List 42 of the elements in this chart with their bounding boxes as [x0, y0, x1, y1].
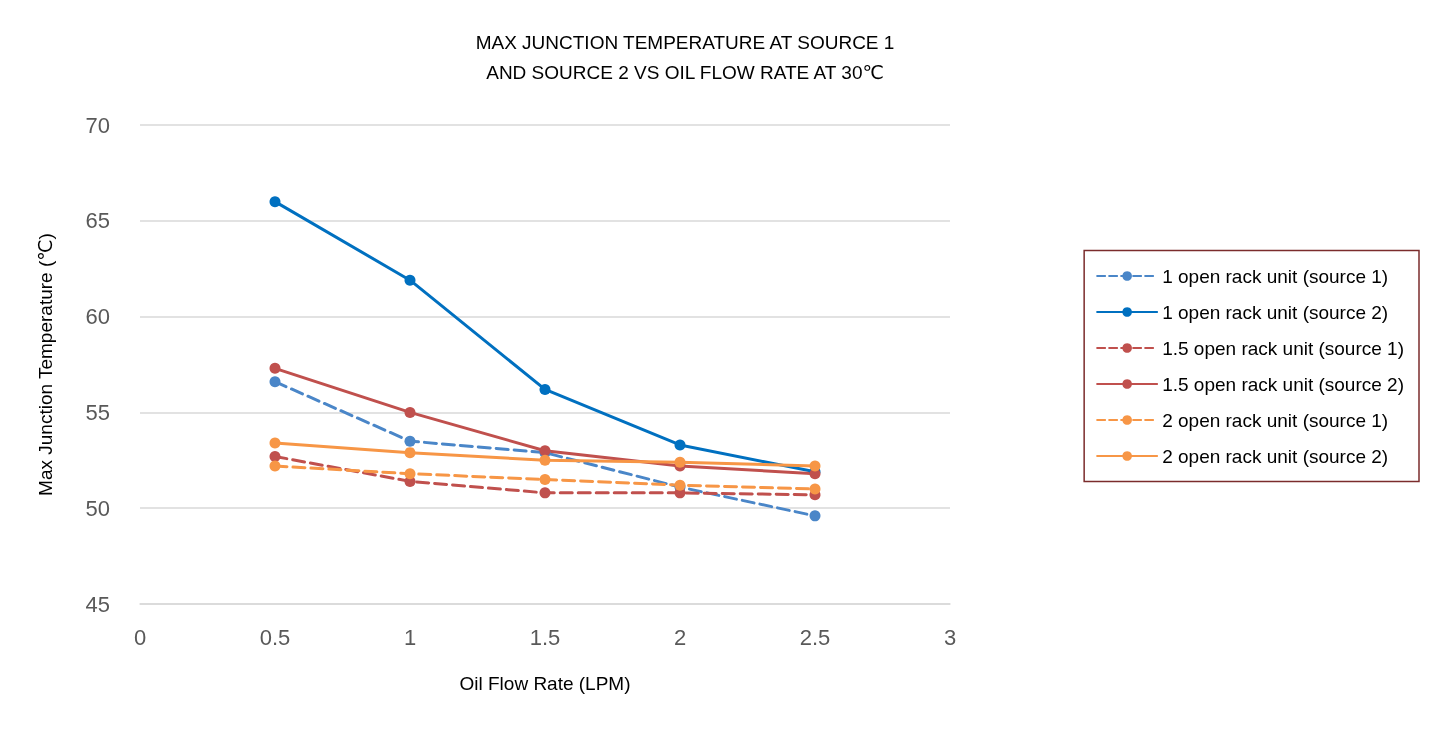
point — [269, 460, 281, 472]
point — [404, 447, 416, 459]
legend-label: 1.5 open rack unit (source 1) — [1162, 337, 1405, 359]
point — [539, 473, 551, 485]
y-tick-label: 70 — [85, 112, 110, 138]
y-tick-label: 50 — [85, 495, 110, 521]
point — [539, 383, 551, 395]
point — [809, 460, 821, 472]
x-tick-label: 3 — [943, 624, 957, 650]
y-axis-title: Max Junction Temperature (℃) — [35, 233, 56, 496]
point — [404, 274, 416, 286]
y-tick-label: 45 — [85, 591, 110, 617]
point — [404, 406, 416, 418]
point — [809, 483, 821, 495]
legend-label: 2 open rack unit (source 1) — [1162, 409, 1389, 431]
point — [809, 510, 821, 522]
y-tick-label: 60 — [85, 304, 110, 330]
point — [539, 454, 551, 466]
point — [674, 456, 686, 468]
legend-label: 1 open rack unit (source 2) — [1162, 301, 1389, 323]
legend-label: 1.5 open rack unit (source 2) — [1162, 373, 1405, 395]
point — [269, 362, 281, 374]
point — [539, 487, 551, 499]
point — [269, 437, 281, 449]
point — [269, 196, 281, 208]
y-tick-label: 65 — [85, 208, 110, 234]
point — [404, 468, 416, 480]
legend-label: 1 open rack unit (source 1) — [1162, 265, 1389, 287]
point — [269, 450, 281, 462]
point — [404, 435, 416, 447]
x-tick-label: 1.5 — [529, 624, 561, 650]
point — [674, 439, 686, 451]
x-tick-label: 0 — [133, 624, 147, 650]
x-tick-label: 2.5 — [799, 624, 831, 650]
point — [269, 376, 281, 388]
x-tick-label: 2 — [673, 624, 687, 650]
chart-title: MAX JUNCTION TEMPERATURE AT SOURCE 1 AND SOURCE 2 VS OIL FLOW RATE AT 30℃ — [475, 31, 895, 83]
legend-label: 2 open rack unit (source 2) — [1162, 445, 1389, 467]
y-tick-label: 55 — [85, 399, 110, 425]
x-tick-label: 0.5 — [259, 624, 291, 650]
x-axis-title: Oil Flow Rate (LPM) — [459, 673, 631, 694]
x-tick-label: 1 — [403, 624, 417, 650]
